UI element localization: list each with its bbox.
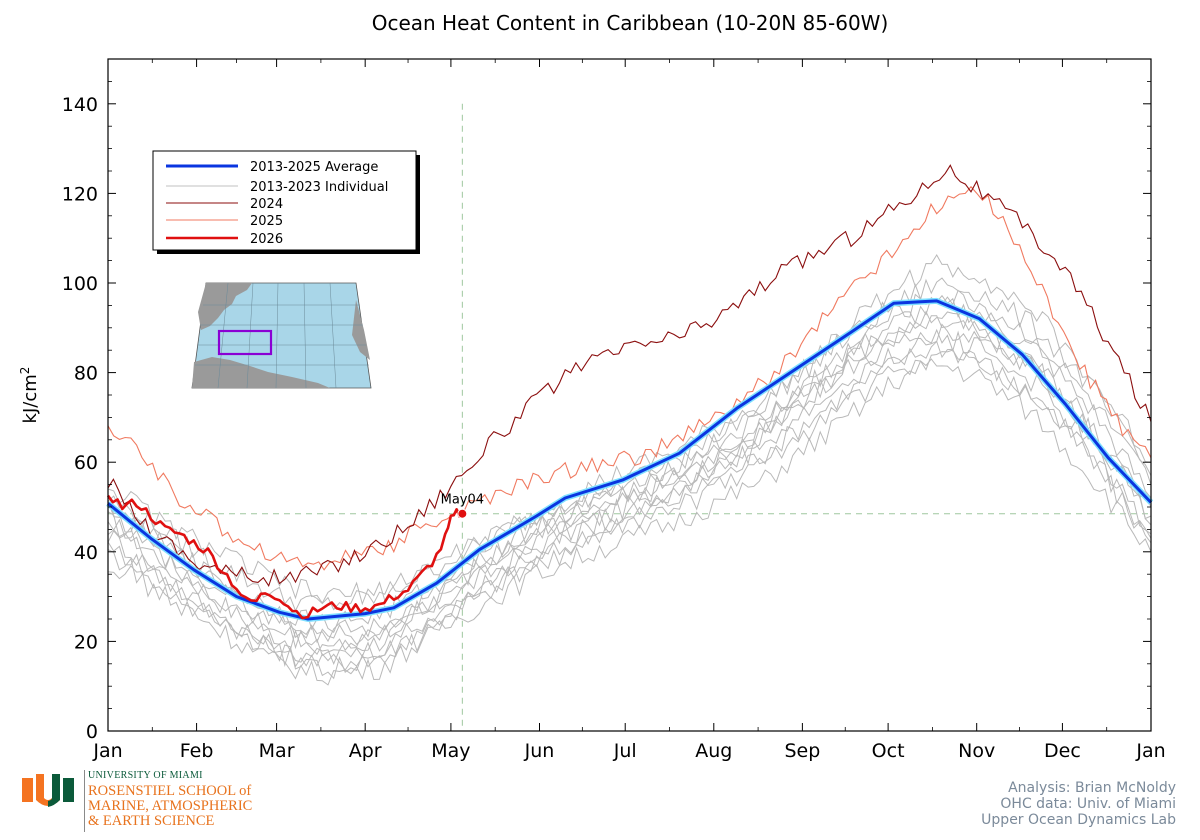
x-tick-label: Mar [259, 740, 295, 762]
legend-label-2026: 2026 [250, 232, 283, 247]
y-axis-label-text: kJ/cm [20, 374, 41, 423]
y-tick-label: 20 [74, 631, 98, 653]
legend-label-2024: 2024 [250, 197, 283, 212]
series-lines [106, 164, 1154, 686]
school-name-line2: MARINE, ATMOSPHERIC [88, 798, 253, 814]
credit-analysis: Analysis: Brian McNoldy [1008, 780, 1176, 796]
school-name: ROSENSTIEL SCHOOL of MARINE, ATMOSPHERIC… [88, 784, 288, 829]
series-individual-line [107, 358, 1152, 686]
y-tick-label: 120 [62, 183, 98, 205]
inset-map-ocean [191, 282, 372, 389]
svg-text:kJ/cm2: kJ/cm2 [18, 367, 41, 424]
inset-map-land-north [198, 283, 252, 330]
y-tick-label: 100 [62, 273, 98, 295]
credits: Analysis: Brian McNoldy OHC data: Univ. … [981, 780, 1176, 828]
credit-lab: Upper Ocean Dynamics Lab [981, 812, 1176, 828]
x-tick-label: Aug [695, 740, 732, 762]
y-tick-label: 0 [86, 721, 98, 743]
logo-divider [84, 770, 85, 832]
x-tick-label: Jan [1135, 740, 1165, 762]
current-date-annotation: May04 [441, 493, 484, 508]
chart-title: Ocean Heat Content in Caribbean (10-20N … [372, 11, 889, 35]
legend-label-average: 2013-2025 Average [250, 160, 378, 175]
y-tick-label: 60 [74, 452, 98, 474]
credit-data: OHC data: Univ. of Miami [1000, 796, 1176, 812]
school-name-line1: ROSENSTIEL SCHOOL of [88, 783, 252, 799]
series-individual-line [107, 328, 1152, 666]
x-tick-label: Jun [524, 740, 555, 762]
series-2024-line [107, 164, 1152, 588]
legend-label-2025: 2025 [250, 214, 283, 229]
legend-label-individual: 2013-2023 Individual [250, 180, 388, 195]
reference-lines [108, 103, 1151, 731]
legend: 2013-2025 Average 2013-2023 Individual 2… [152, 150, 420, 254]
y-axis-label-superscript: 2 [18, 367, 32, 375]
y-tick-label: 140 [62, 94, 98, 116]
series-individual-line [107, 254, 1152, 606]
u-logo-icon [22, 774, 74, 807]
current-point-marker [457, 508, 468, 519]
x-tick-label: May [431, 740, 470, 762]
university-logo: UNIVERSITY OF MIAMI ROSENSTIEL SCHOOL of… [22, 770, 282, 836]
series-individual-line [107, 340, 1152, 671]
x-tick-label: Nov [958, 740, 995, 762]
x-tick-label: Dec [1044, 740, 1081, 762]
series-average-line [107, 299, 1153, 621]
inset-map-graticule [195, 282, 369, 389]
x-tick-label: Jan [92, 740, 122, 762]
series-individual-line [107, 349, 1152, 680]
y-tick-label: 80 [74, 363, 98, 385]
x-tick-label: Apr [349, 740, 382, 762]
y-tick-label: 40 [74, 542, 98, 564]
university-name: UNIVERSITY OF MIAMI [88, 770, 203, 781]
school-name-line3: & EARTH SCIENCE [88, 813, 215, 829]
x-tick-label: Feb [180, 740, 214, 762]
series-2025-line [107, 185, 1152, 571]
inset-map [191, 282, 372, 389]
series-individual-line [107, 289, 1152, 633]
axis-ticks [107, 58, 1152, 732]
x-tick-label: Sep [784, 740, 820, 762]
x-tick-label: Jul [613, 740, 637, 762]
series-2026-line [106, 494, 464, 620]
y-axis-label: kJ/cm2 [18, 367, 41, 424]
series-individual-line [107, 310, 1152, 646]
inset-map-region-box [217, 329, 273, 356]
x-tick-label: Oct [872, 740, 905, 762]
